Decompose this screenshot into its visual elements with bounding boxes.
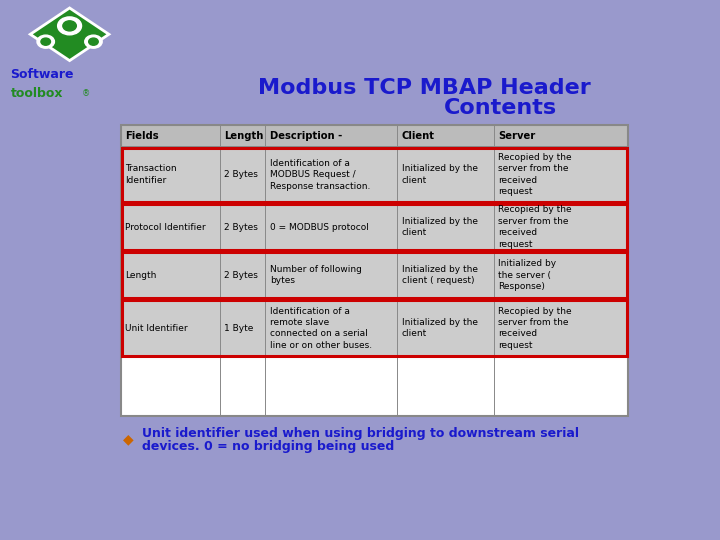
Circle shape [89, 38, 98, 45]
Text: 2 Bytes: 2 Bytes [224, 170, 258, 179]
Text: Length: Length [224, 131, 264, 141]
Text: Description -: Description - [270, 131, 342, 141]
Text: Unit Identifier: Unit Identifier [125, 324, 188, 333]
FancyBboxPatch shape [121, 146, 629, 203]
Text: Number of following
bytes: Number of following bytes [270, 265, 361, 285]
Text: Identification of a
remote slave
connected on a serial
line or on other buses.: Identification of a remote slave connect… [270, 307, 372, 350]
Text: Initialized by the
client: Initialized by the client [402, 217, 478, 238]
FancyBboxPatch shape [121, 299, 629, 357]
Text: Initialized by the
client ( request): Initialized by the client ( request) [402, 265, 478, 285]
Text: ◆: ◆ [122, 432, 133, 446]
Text: ®: ® [82, 89, 91, 98]
Polygon shape [30, 8, 109, 60]
Text: Initialized by
the server (
Response): Initialized by the server ( Response) [498, 259, 557, 291]
Circle shape [85, 35, 102, 48]
Text: Transaction
Identifier: Transaction Identifier [125, 165, 177, 185]
Text: Recopied by the
server from the
received
request: Recopied by the server from the received… [498, 307, 572, 350]
Text: 0 = MODBUS protocol: 0 = MODBUS protocol [270, 222, 369, 232]
Text: Software: Software [11, 68, 74, 81]
FancyBboxPatch shape [121, 125, 629, 146]
Circle shape [41, 38, 50, 45]
Text: Client: Client [402, 131, 435, 141]
Text: Modbus TCP MBAP Header: Modbus TCP MBAP Header [258, 78, 591, 98]
FancyBboxPatch shape [121, 125, 629, 416]
Text: Unit identifier used when using bridging to downstream serial: Unit identifier used when using bridging… [142, 427, 579, 440]
Text: Initialized by the
client: Initialized by the client [402, 318, 478, 339]
Text: Recopied by the
server from the
received
request: Recopied by the server from the received… [498, 153, 572, 197]
Text: 2 Bytes: 2 Bytes [224, 271, 258, 280]
Circle shape [37, 35, 55, 48]
Text: Recopied by the
server from the
received
request: Recopied by the server from the received… [498, 205, 572, 249]
Text: Fields: Fields [125, 131, 159, 141]
Text: 2 Bytes: 2 Bytes [224, 222, 258, 232]
Text: devices. 0 = no bridging being used: devices. 0 = no bridging being used [142, 440, 394, 453]
Text: Contents: Contents [444, 98, 557, 118]
Text: toolbox: toolbox [11, 87, 63, 100]
Text: 1 Byte: 1 Byte [224, 324, 253, 333]
Text: Length: Length [125, 271, 156, 280]
Text: Initialized by the
client: Initialized by the client [402, 165, 478, 185]
FancyBboxPatch shape [121, 251, 629, 299]
Circle shape [63, 21, 76, 31]
Text: Protocol Identifier: Protocol Identifier [125, 222, 206, 232]
Circle shape [58, 17, 81, 35]
FancyBboxPatch shape [121, 203, 629, 251]
Text: Server: Server [498, 131, 536, 141]
Text: Identification of a
MODBUS Request /
Response transaction.: Identification of a MODBUS Request / Res… [270, 159, 370, 191]
